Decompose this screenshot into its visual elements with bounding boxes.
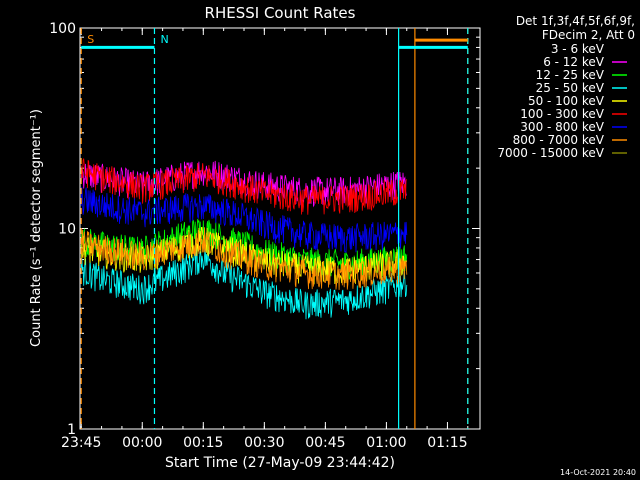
x-tick-label: 00:30 [244, 435, 284, 451]
legend-label: 50 - 100 keV [528, 94, 605, 108]
x-tick-label: 00:00 [122, 435, 162, 451]
x-tick-label: 01:00 [366, 435, 406, 451]
legend-label: 100 - 300 keV [520, 107, 604, 121]
legend-label: 7000 - 15000 keV [497, 146, 604, 160]
series-line [80, 246, 408, 320]
time-marker-label: S [87, 33, 94, 46]
legend-label: 3 - 6 keV [551, 42, 605, 56]
x-tick-label: 01:15 [427, 435, 467, 451]
legend-label: 6 - 12 keV [543, 55, 605, 69]
legend: Det 1f,3f,4f,5f,6f,9f, FDecim 2, Att 0 3… [497, 14, 635, 160]
time-marker-label: N [160, 33, 168, 46]
y-tick-label: 100 [49, 21, 76, 37]
series-line [80, 158, 408, 215]
legend-title-line-2: FDecim 2, Att 0 [542, 28, 635, 42]
series-line [80, 186, 408, 253]
y-tick-label: 1 [67, 422, 76, 438]
y-axis-label: Count Rate (s⁻¹ detector segment⁻¹) [29, 109, 44, 347]
legend-label: 12 - 25 keV [536, 68, 605, 82]
render-timestamp: 14-Oct-2021 20:40 [560, 468, 636, 477]
chart-title: RHESSI Count Rates [205, 4, 356, 22]
legend-label: 800 - 7000 keV [513, 133, 605, 147]
x-tick-label: 00:45 [305, 435, 345, 451]
legend-label: 300 - 800 keV [520, 120, 604, 134]
x-tick-label: 23:45 [61, 435, 101, 451]
legend-title-line-1: Det 1f,3f,4f,5f,6f,9f, [516, 14, 635, 28]
x-tick-label: 00:15 [183, 435, 223, 451]
x-axis-label: Start Time (27-May-09 23:44:42) [165, 455, 395, 471]
plot-area: 23:45 00:00 00:15 00:30 00:45 01:00 01:15 1 10 10… [49, 21, 481, 451]
legend-label: 25 - 50 keV [536, 81, 605, 95]
series-line [80, 192, 408, 257]
series-line [80, 227, 408, 290]
y-tick-label: 10 [58, 222, 76, 238]
